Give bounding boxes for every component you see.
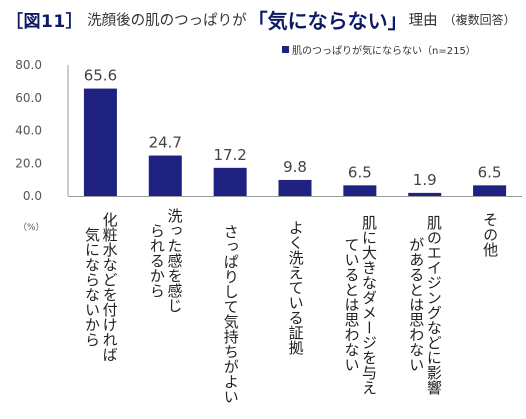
title-note: （複数回答） [443,12,516,27]
data-label: 6.5 [348,163,372,181]
category-label: 洗った感を感じられるから [147,208,184,314]
category-label: さっぱりして気持ちがよい [221,223,240,404]
unit-label: （%） [18,223,45,233]
legend-label: 肌のつっぱりが気にならない（n=215） [292,46,476,57]
data-label: 9.8 [283,158,307,176]
category-label: 化粧水などを付ければ気にならないから [83,212,119,363]
bar-4 [278,179,312,196]
legend-swatch [282,46,289,53]
data-label: 6.5 [478,163,502,181]
data-label: 1.9 [413,171,437,189]
title-emphasis: 「気にならない」 [247,8,408,33]
bar-6 [408,192,442,196]
title-prefix: 洗顔後の肌のつっぱりが [87,12,247,29]
chart-legend: 肌のつっぱりが気にならない（n=215） [282,42,476,57]
figure-number: ［図11］ [6,11,84,32]
category-label: 肌に大きなダメージを与えているとは思わない [342,214,379,395]
data-label: 17.2 [213,146,246,164]
y-tick-label: 40.0 [15,124,42,138]
category-label: その他 [481,211,500,257]
y-tick-label: 60.0 [15,91,42,105]
data-label: 24.7 [149,134,182,152]
bar-2 [148,155,182,196]
category-label: 肌のエイジングなどに影響があるとは思わない [407,214,443,395]
bar-5 [343,185,377,196]
category-label: よく洗えている証拠 [286,219,305,355]
bar-3 [213,167,247,196]
y-tick-label: 20.0 [15,156,42,170]
bar-1 [83,88,117,196]
title-suffix: 理由 [408,12,438,29]
data-label: 65.6 [84,67,117,85]
y-tick-label: 80.0 [15,58,42,72]
bar-7 [473,185,507,196]
y-tick-label: 0.0 [23,189,42,203]
chart-title: ［図11］ 洗顔後の肌のつっぱりが 「気にならない」 理由 （複数回答） [6,3,516,35]
